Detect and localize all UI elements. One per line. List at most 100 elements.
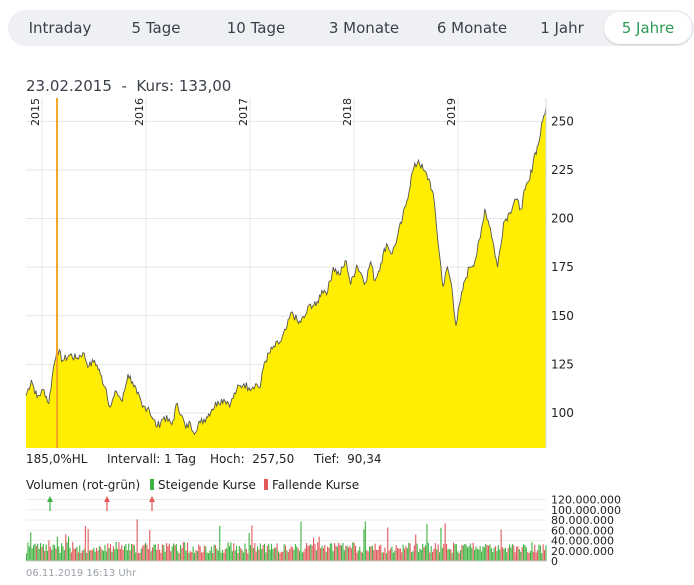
volume-bar — [157, 543, 159, 561]
volume-bar — [296, 546, 298, 561]
volume-bar — [262, 544, 264, 561]
volume-bar — [293, 549, 295, 561]
volume-bar — [238, 545, 240, 561]
volume-bar — [327, 546, 329, 561]
volume-bar — [404, 548, 406, 561]
stat-tief: Tief: 90,34 — [314, 452, 382, 466]
tab-5-jahre[interactable]: 5 Jahre — [604, 12, 692, 44]
volume-bar — [503, 548, 505, 561]
volume-bar — [79, 545, 81, 561]
volume-bar — [467, 547, 469, 561]
volume-bar — [265, 552, 267, 561]
volume-bar — [304, 548, 306, 561]
volume-bar — [87, 529, 89, 561]
volume-bar — [261, 548, 263, 561]
volume-bar — [241, 550, 243, 561]
volume-bar — [101, 549, 103, 561]
volume-bar — [220, 552, 222, 561]
volume-bar — [434, 543, 436, 561]
volume-bar — [516, 546, 518, 561]
volume-bar — [411, 552, 413, 561]
volume-bar — [154, 544, 156, 561]
volume-bar — [524, 545, 526, 561]
volume-bar — [488, 545, 490, 561]
volume-bar — [167, 546, 169, 561]
volume-bar — [268, 543, 270, 561]
volume-bar — [49, 546, 51, 561]
tab-5-tage[interactable]: 5 Tage — [131, 19, 181, 37]
tab-6-monate[interactable]: 6 Monate — [436, 19, 508, 37]
y-tick-150: 150 — [551, 309, 574, 323]
volume-bar — [152, 547, 154, 561]
crosshair-kurs-value: 133,00 — [178, 77, 232, 95]
volume-bar — [318, 536, 320, 561]
volume-bar — [454, 544, 456, 561]
volume-bar — [150, 551, 152, 561]
volume-bar — [279, 553, 281, 561]
y-tick-125: 125 — [551, 357, 574, 371]
volume-bar — [544, 550, 546, 561]
volume-bar — [191, 552, 193, 561]
volume-bar — [320, 548, 322, 561]
volume-bar — [187, 542, 189, 561]
volume-bar — [35, 545, 37, 561]
volume-bar — [104, 544, 106, 561]
volume-bar — [412, 551, 414, 561]
volume-bar — [496, 551, 498, 561]
volume-bar — [384, 547, 386, 561]
volume-bar — [27, 542, 29, 561]
volume-bar — [175, 544, 177, 561]
volume-bar — [52, 544, 54, 561]
vol-tick-2: 40.000.000 — [551, 535, 614, 548]
stat-hoch-label: Hoch: — [210, 452, 245, 466]
timeframe-tabbar: Intraday 5 Tage 10 Tage 3 Monate 6 Monat… — [8, 10, 694, 46]
tab-3-monate[interactable]: 3 Monate — [328, 19, 400, 37]
stat-tief-value: 90,34 — [347, 452, 382, 466]
volume-bar — [493, 547, 495, 561]
volume-bar — [195, 550, 197, 561]
volume-bar — [474, 549, 476, 561]
tab-10-tage[interactable]: 10 Tage — [226, 19, 286, 37]
volume-bar — [527, 552, 529, 561]
volume-bar — [188, 552, 190, 561]
volume-bar — [486, 545, 488, 561]
volume-bar — [373, 549, 375, 561]
volume-bar — [380, 544, 382, 561]
volume-bar — [290, 546, 292, 561]
volume-bar — [245, 548, 247, 561]
volume-bar — [63, 550, 65, 561]
volume-bar — [223, 552, 225, 561]
volume-bar — [490, 548, 492, 561]
volume-bar — [510, 547, 512, 561]
volume-bar — [286, 550, 288, 561]
volume-bar — [381, 552, 383, 561]
volume-bar — [164, 551, 166, 561]
volume-bar — [395, 545, 397, 561]
volume-bar — [430, 545, 432, 561]
volume-bar — [114, 549, 116, 561]
volume-bar — [409, 543, 411, 561]
volume-bar — [292, 547, 294, 561]
volume-bar — [215, 545, 217, 561]
volume-bar — [497, 545, 499, 561]
volume-bar — [297, 548, 299, 561]
volume-bar — [367, 551, 369, 561]
volume-bar — [525, 547, 527, 561]
volume-bar — [336, 546, 338, 561]
volume-bar — [352, 542, 354, 561]
volume-bar — [177, 551, 179, 561]
stat-intervall-value: 1 Tag — [164, 452, 196, 466]
volume-bar — [534, 544, 536, 561]
volume-bar — [180, 545, 182, 561]
volume-bar — [222, 549, 224, 561]
year-label-2019: 2019 — [445, 98, 458, 126]
volume-bar — [364, 521, 366, 561]
volume-bar — [401, 552, 403, 561]
volume-bar — [370, 546, 372, 561]
volume-bar — [173, 543, 175, 561]
tab-intraday[interactable]: Intraday — [28, 19, 92, 37]
volume-bar — [394, 550, 396, 561]
volume-bar — [450, 549, 452, 561]
tab-1-jahr[interactable]: 1 Jahr — [540, 19, 584, 37]
